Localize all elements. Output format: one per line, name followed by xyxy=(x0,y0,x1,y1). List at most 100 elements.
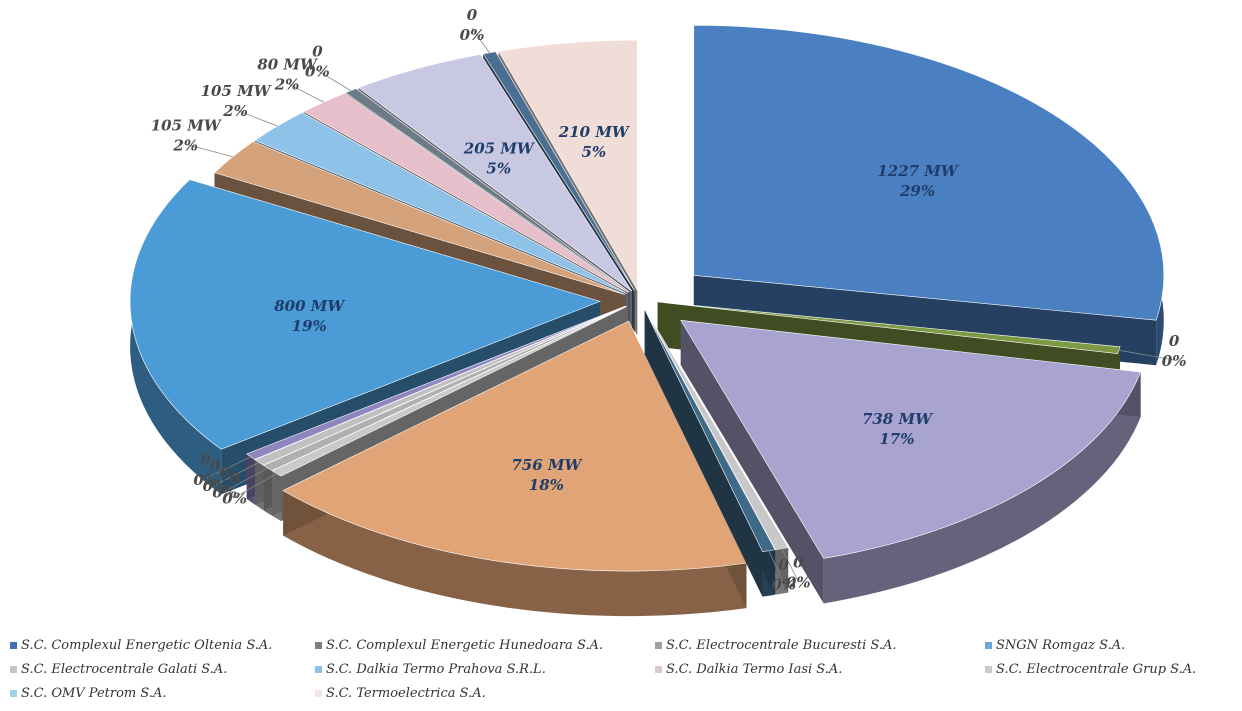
legend-swatch xyxy=(315,642,322,649)
slice-percent-label: 0% xyxy=(786,573,811,591)
pie-slice-top xyxy=(271,306,627,477)
slice-percent-label: 0% xyxy=(222,490,247,508)
slice-percent-label: 0% xyxy=(460,26,485,44)
leader-line xyxy=(234,473,277,498)
legend-swatch xyxy=(655,642,662,649)
slice-value-label: 205 MW xyxy=(463,139,536,157)
leader-lines xyxy=(185,28,1175,584)
slice-value-label: 0 xyxy=(219,463,230,481)
pie-slice-top xyxy=(213,141,626,295)
pie-slice-wall xyxy=(680,320,824,604)
slice-percent-label: 0% xyxy=(193,471,218,489)
legend-swatch xyxy=(985,666,992,673)
pie-slice-wall xyxy=(644,309,763,597)
pie-slice-top xyxy=(357,54,633,292)
leader-line xyxy=(317,70,352,91)
slice-value-label: 105 MW xyxy=(201,82,273,100)
slice-percent-label: 2% xyxy=(274,75,300,93)
slice-value-label: 1227 MW xyxy=(877,162,960,180)
pie-slice-top xyxy=(344,88,630,293)
legend-swatch xyxy=(315,666,322,673)
pie-slice-side xyxy=(283,490,747,617)
leader-line xyxy=(1118,349,1175,361)
pie-slice-top xyxy=(282,320,747,572)
pie-slice-top xyxy=(129,179,602,450)
legend-label: S.C. Electrocentrale Galati S.A. xyxy=(21,662,228,677)
pie-chart: 210 MW5%00%205 MW5%00%80 MW2%105 MW2%122… xyxy=(129,6,1187,617)
leader-line xyxy=(286,82,324,103)
slice-value-label: 105 MW xyxy=(151,116,223,134)
legend-swatch xyxy=(985,642,992,649)
pie-slice-top xyxy=(644,309,789,550)
slice-percent-label: 17% xyxy=(879,430,914,448)
slice-percent-label: 29% xyxy=(899,182,935,200)
legend-item: S.C. Dalkia Termo Prahova S.R.L. xyxy=(315,662,546,677)
slice-value-label: 0 xyxy=(467,6,478,24)
slice-percent-label: 0% xyxy=(305,62,330,80)
leader-line xyxy=(224,467,268,492)
slice-percent-label: 18% xyxy=(529,476,564,494)
slice-value-label: 0 xyxy=(200,451,211,469)
pie-slice xyxy=(282,320,747,617)
legend-label: S.C. Termoelectrica S.A. xyxy=(326,686,486,701)
slice-percent-label: 5% xyxy=(581,143,606,161)
legend-item: S.C. Complexul Energetic Hunedoara S.A. xyxy=(315,638,603,653)
slice-value-label: 0 xyxy=(793,553,804,571)
slice-percent-label: 0% xyxy=(212,483,237,501)
legend-label: S.C. Dalkia Termo Iasi S.A. xyxy=(666,662,843,677)
pie-slice-side xyxy=(823,372,1141,604)
slice-value-label: 800 MW xyxy=(274,297,346,315)
pie-slice xyxy=(680,319,1142,604)
leader-line xyxy=(471,28,490,54)
legend-label: S.C. OMV Petrom S.A. xyxy=(21,686,167,701)
pie-slice-top xyxy=(254,112,627,294)
legend-item: S.C. OMV Petrom S.A. xyxy=(10,686,167,701)
pie-slice-top xyxy=(262,306,627,472)
slice-labels: 210 MW5%00%205 MW5%00%80 MW2%105 MW2%122… xyxy=(151,6,1187,594)
legend-label: S.C. Electrocentrale Grup S.A. xyxy=(996,662,1197,677)
slice-value-label: 0 xyxy=(778,556,789,574)
slice-value-label: 738 MW xyxy=(862,410,934,428)
leader-line xyxy=(185,143,233,158)
leader-line xyxy=(781,548,799,582)
leader-line xyxy=(235,109,278,127)
legend-item: S.C. Electrocentrale Bucuresti S.A. xyxy=(655,638,897,653)
slice-value-label: 0 xyxy=(229,470,240,488)
slice-percent-label: 2% xyxy=(222,102,248,120)
leader-line xyxy=(205,456,251,480)
legend-label: S.C. Electrocentrale Bucuresti S.A. xyxy=(666,638,897,653)
legend-item: S.C. Dalkia Termo Iasi S.A. xyxy=(655,662,842,677)
slice-percent-label: 19% xyxy=(292,317,327,335)
slice-percent-label: 0% xyxy=(203,477,228,495)
legend-item: S.C. Complexul Energetic Oltenia S.A. xyxy=(10,638,272,653)
pie-slice-top xyxy=(680,319,1142,559)
slice-value-label: 0 xyxy=(312,42,323,60)
legend-item: SNGN Romgaz S.A. xyxy=(985,638,1125,653)
legend-swatch xyxy=(10,666,17,673)
slice-value-label: 80 MW xyxy=(257,55,319,73)
pie-slice xyxy=(644,309,776,597)
legend-item: S.C. Electrocentrale Grup S.A. xyxy=(985,662,1196,677)
slice-percent-label: 2% xyxy=(172,136,198,154)
slice-percent-label: 5% xyxy=(486,159,511,177)
legend-label: SNGN Romgaz S.A. xyxy=(996,638,1126,653)
pie-slice-top xyxy=(693,25,1165,321)
leader-line xyxy=(214,462,260,486)
slice-value-label: 0 xyxy=(1169,332,1180,350)
slice-percent-label: 0% xyxy=(1162,352,1187,370)
slice-value-label: 210 MW xyxy=(558,123,631,141)
legend-swatch xyxy=(10,690,17,697)
pie-slice-top xyxy=(498,39,638,292)
legend-item: S.C. Electrocentrale Galati S.A. xyxy=(10,662,227,677)
legend-swatch xyxy=(655,666,662,673)
legend-label: S.C. Dalkia Termo Prahova S.R.L. xyxy=(326,662,546,677)
legend-label: S.C. Complexul Energetic Hunedoara S.A. xyxy=(326,638,604,653)
leader-line xyxy=(768,550,785,584)
slice-percent-label: 0% xyxy=(771,576,796,594)
legend-swatch xyxy=(10,642,17,649)
slice-value-label: 0 xyxy=(210,457,221,475)
legend-label: S.C. Complexul Energetic Oltenia S.A. xyxy=(21,638,273,653)
pie-slices xyxy=(129,25,1165,617)
slice-value-label: 756 MW xyxy=(511,456,583,474)
legend-item: S.C. Termoelectrica S.A. xyxy=(315,686,486,701)
